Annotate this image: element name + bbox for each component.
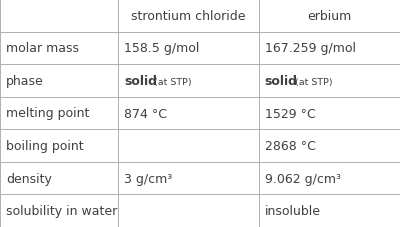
Text: 158.5 g/mol: 158.5 g/mol [124,42,199,55]
Text: boiling point: boiling point [6,139,84,152]
Text: 9.062 g/cm³: 9.062 g/cm³ [265,172,341,185]
Text: 1529 °C: 1529 °C [265,107,316,120]
Text: 167.259 g/mol: 167.259 g/mol [265,42,356,55]
Text: 3 g/cm³: 3 g/cm³ [124,172,172,185]
Text: (at STP): (at STP) [151,78,192,87]
Text: strontium chloride: strontium chloride [131,10,246,23]
Text: phase: phase [6,75,44,88]
Text: insoluble: insoluble [265,204,321,217]
Text: 874 °C: 874 °C [124,107,167,120]
Text: (at STP): (at STP) [292,78,332,87]
Text: erbium: erbium [307,10,352,23]
Text: density: density [6,172,52,185]
Text: solid: solid [265,75,298,88]
Text: melting point: melting point [6,107,89,120]
Text: 2868 °C: 2868 °C [265,139,316,152]
Text: molar mass: molar mass [6,42,79,55]
Text: solubility in water: solubility in water [6,204,117,217]
Text: solid: solid [124,75,157,88]
